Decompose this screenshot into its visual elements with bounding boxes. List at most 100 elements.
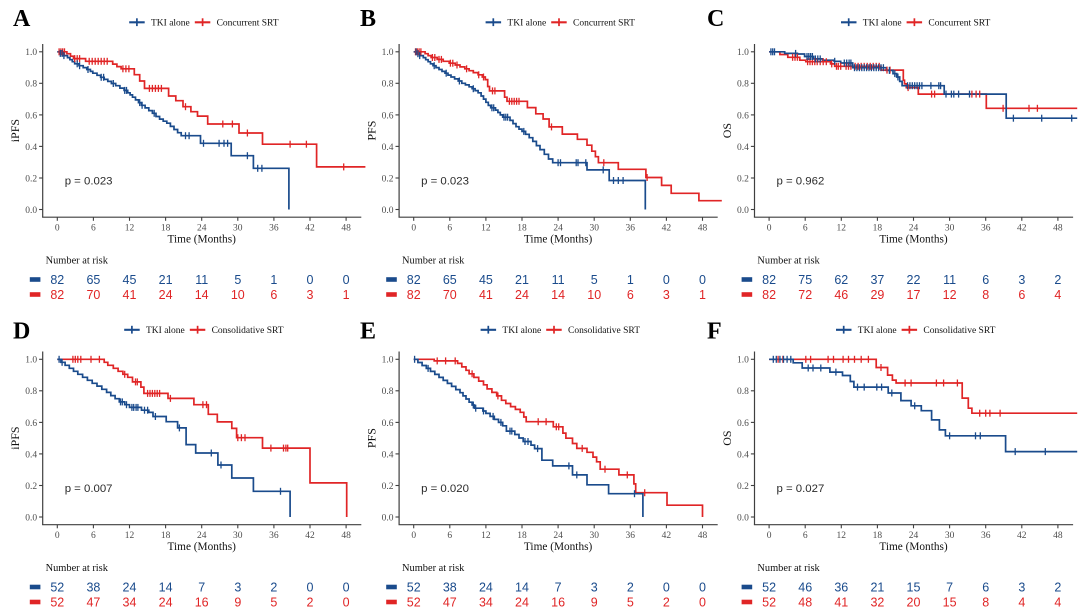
svg-text:7: 7 [555,580,562,594]
svg-text:42: 42 [1017,531,1027,541]
svg-text:OS: OS [720,430,734,445]
svg-text:24: 24 [909,224,919,234]
svg-text:48: 48 [798,595,812,609]
svg-text:p = 0.023: p = 0.023 [421,176,469,188]
svg-text:42: 42 [662,531,672,541]
svg-text:Time (Months): Time (Months) [879,541,948,553]
svg-text:0: 0 [699,580,706,594]
svg-text:36: 36 [269,531,279,541]
svg-text:36: 36 [981,531,991,541]
svg-text:70: 70 [443,288,457,302]
svg-text:2: 2 [270,580,277,594]
svg-text:Time (Months): Time (Months) [879,234,948,246]
svg-text:1.0: 1.0 [382,48,394,58]
svg-text:5: 5 [234,273,241,287]
svg-text:TKI alone: TKI alone [863,19,902,29]
svg-text:TKI alone: TKI alone [502,326,541,336]
svg-text:OS: OS [720,123,734,138]
svg-text:52: 52 [407,595,421,609]
svg-text:82: 82 [762,288,776,302]
svg-text:12: 12 [125,531,135,541]
svg-text:0.0: 0.0 [25,206,37,216]
svg-text:48: 48 [698,224,708,234]
svg-text:14: 14 [195,288,209,302]
svg-text:12: 12 [943,288,957,302]
svg-text:5: 5 [270,595,277,609]
svg-text:52: 52 [407,580,421,594]
svg-text:1.0: 1.0 [737,356,749,366]
svg-text:0: 0 [55,531,60,541]
svg-text:45: 45 [479,273,493,287]
svg-text:5: 5 [591,273,598,287]
svg-text:30: 30 [589,224,599,234]
svg-text:48: 48 [1053,531,1063,541]
svg-text:21: 21 [870,580,884,594]
svg-text:PFS: PFS [364,428,378,448]
svg-text:24: 24 [553,224,563,234]
svg-text:TKI alone: TKI alone [146,326,185,336]
svg-text:36: 36 [626,531,636,541]
svg-text:6: 6 [803,224,808,234]
svg-text:65: 65 [86,273,100,287]
svg-text:Concurrent SRT: Concurrent SRT [573,19,635,29]
svg-text:0.2: 0.2 [25,482,37,492]
svg-text:0.2: 0.2 [737,174,749,184]
svg-text:52: 52 [762,595,776,609]
svg-text:16: 16 [195,595,209,609]
svg-text:72: 72 [798,288,812,302]
svg-text:12: 12 [837,224,847,234]
svg-text:0.6: 0.6 [737,111,749,121]
svg-text:Number at risk: Number at risk [757,563,820,574]
svg-text:38: 38 [443,580,457,594]
svg-text:24: 24 [123,580,137,594]
svg-text:Time (Months): Time (Months) [524,234,593,246]
svg-text:8: 8 [982,288,989,302]
svg-text:0.4: 0.4 [382,450,394,460]
svg-text:14: 14 [159,580,173,594]
svg-text:65: 65 [443,273,457,287]
svg-text:0: 0 [699,273,706,287]
svg-text:12: 12 [837,531,847,541]
svg-text:6: 6 [91,224,96,234]
svg-text:0.8: 0.8 [737,80,749,90]
svg-text:18: 18 [873,531,883,541]
svg-text:0: 0 [307,580,314,594]
svg-text:0.0: 0.0 [25,513,37,523]
svg-text:75: 75 [798,273,812,287]
svg-text:30: 30 [945,531,955,541]
svg-text:70: 70 [86,288,100,302]
svg-text:29: 29 [870,288,884,302]
svg-text:24: 24 [909,531,919,541]
svg-text:0.2: 0.2 [25,174,37,184]
svg-text:52: 52 [762,580,776,594]
svg-text:48: 48 [341,224,351,234]
svg-text:82: 82 [407,273,421,287]
svg-text:Number at risk: Number at risk [46,256,109,267]
svg-text:47: 47 [443,595,457,609]
svg-text:48: 48 [341,531,351,541]
svg-text:7: 7 [946,580,953,594]
svg-text:0.8: 0.8 [382,387,394,397]
svg-text:0: 0 [411,224,416,234]
svg-text:62: 62 [834,273,848,287]
svg-text:38: 38 [86,580,100,594]
svg-text:0.4: 0.4 [737,450,749,460]
svg-text:1.0: 1.0 [737,48,749,58]
svg-text:24: 24 [197,531,207,541]
svg-text:4: 4 [1054,595,1061,609]
svg-text:36: 36 [834,580,848,594]
svg-text:4: 4 [1054,288,1061,302]
svg-text:8: 8 [982,595,989,609]
svg-text:iPFS: iPFS [8,119,22,142]
svg-text:Consolidative SRT: Consolidative SRT [923,326,995,336]
svg-text:0.6: 0.6 [25,111,37,121]
svg-text:42: 42 [305,531,315,541]
svg-text:1: 1 [343,288,350,302]
svg-text:42: 42 [1017,224,1027,234]
svg-text:0.2: 0.2 [737,482,749,492]
svg-text:10: 10 [231,288,245,302]
svg-text:0.8: 0.8 [25,387,37,397]
svg-text:0: 0 [55,224,60,234]
svg-text:36: 36 [269,224,279,234]
svg-text:42: 42 [305,224,315,234]
